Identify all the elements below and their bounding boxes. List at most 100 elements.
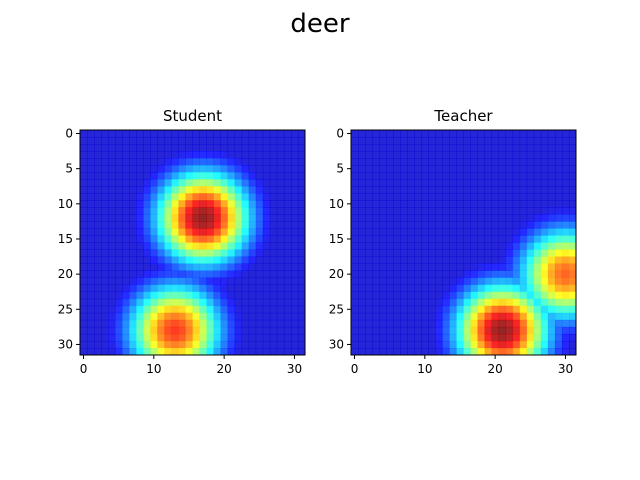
heatmap-cell [171,137,179,145]
heatmap-cell [519,256,528,264]
heatmap-cell [372,186,380,194]
heatmap-cell [449,326,457,335]
heatmap-cell [290,270,299,279]
heatmap-cell [400,277,408,286]
heatmap-cell [393,137,401,145]
heatmap-cell [122,242,130,250]
heatmap-cell [533,221,542,229]
heatmap-cell [484,333,493,342]
heatmap-cell [164,137,172,145]
heatmap-cell [143,277,151,286]
heatmap-cell [533,305,542,314]
heatmap-cell [283,298,292,307]
heatmap-cell [115,235,123,243]
heatmap-cell [400,137,408,145]
heatmap-cell [122,256,130,264]
heatmap-cell [449,347,457,356]
heatmap-cell [192,144,200,152]
heatmap-cell [393,263,401,272]
y-tick-label: 5 [336,162,344,176]
heatmap-cell [199,130,207,138]
heatmap-cell [561,242,570,250]
heatmap-cell [561,291,570,300]
heatmap-cell [192,193,200,201]
heatmap-cell [428,172,436,180]
heatmap-cell [220,256,229,264]
heatmap-cell [94,333,102,342]
heatmap-cell [358,172,366,180]
heatmap-cell [269,263,278,272]
heatmap-cell [379,291,387,300]
heatmap-cell [136,284,144,293]
heatmap-cell [171,284,179,293]
heatmap-cell [290,200,299,208]
heatmap-cell [379,151,387,159]
heatmap-cell [108,193,116,201]
heatmap-cell [248,291,257,300]
heatmap-cell [255,130,264,138]
heatmap-cell [477,263,485,272]
heatmap-cell [262,305,271,314]
heatmap-cell [400,144,408,152]
heatmap-cell [407,137,415,145]
heatmap-cell [512,144,521,152]
heatmap-cell [561,137,570,145]
heatmap-cell [414,235,422,243]
heatmap-cell [101,221,109,229]
heatmap-cell [276,137,285,145]
heatmap-cell [512,193,521,201]
heatmap-cell [351,179,359,187]
heatmap-cell [498,277,507,286]
heatmap-cell [477,179,485,187]
heatmap-cell [351,305,359,314]
heatmap-cell [276,172,285,180]
heatmap-cell [213,158,222,166]
heatmap-cell [241,137,250,145]
heatmap-cell [136,228,144,236]
heatmap-cell [108,347,116,356]
heatmap-cell [463,291,471,300]
heatmap-cell [477,221,485,229]
heatmap-cell [136,256,144,264]
heatmap-cell [407,200,415,208]
heatmap-cell [157,298,165,307]
heatmap-cell [519,291,528,300]
heatmap-cell [477,312,485,321]
heatmap-cell [87,137,95,145]
heatmap-cell [526,137,535,145]
heatmap-cell [164,333,172,342]
heatmap-cell [386,193,394,201]
heatmap-cell [519,158,528,166]
heatmap-cell [199,235,207,243]
heatmap-cell [269,319,278,328]
heatmap-cell [192,172,200,180]
heatmap-cell [351,333,359,342]
heatmap-cell [143,256,151,264]
heatmap-cell [470,193,478,201]
heatmap-cell [554,298,563,307]
heatmap-cell [456,305,464,314]
heatmap-cell [547,326,556,335]
heatmap-cell [199,298,207,307]
heatmap-cell [526,151,535,159]
heatmap-cell [227,326,236,335]
heatmap-cell [358,137,366,145]
heatmap-cell [407,326,415,335]
x-tick-label: 10 [417,362,432,376]
heatmap-cell [456,242,464,250]
heatmap-cell [540,165,549,173]
heatmap-cell [484,186,493,194]
heatmap-cell [185,270,193,279]
heatmap-cell [358,270,366,279]
heatmap-cell [164,165,172,173]
heatmap-cell [414,151,422,159]
heatmap-cell [220,291,229,300]
heatmap-cell [241,340,250,349]
heatmap-cell [505,137,514,145]
heatmap-cell [484,144,493,152]
heatmap-cell [393,130,401,138]
heatmap-cell [129,144,137,152]
heatmap-cell [547,270,556,279]
heatmap-cell [435,158,443,166]
heatmap-cell [234,305,243,314]
